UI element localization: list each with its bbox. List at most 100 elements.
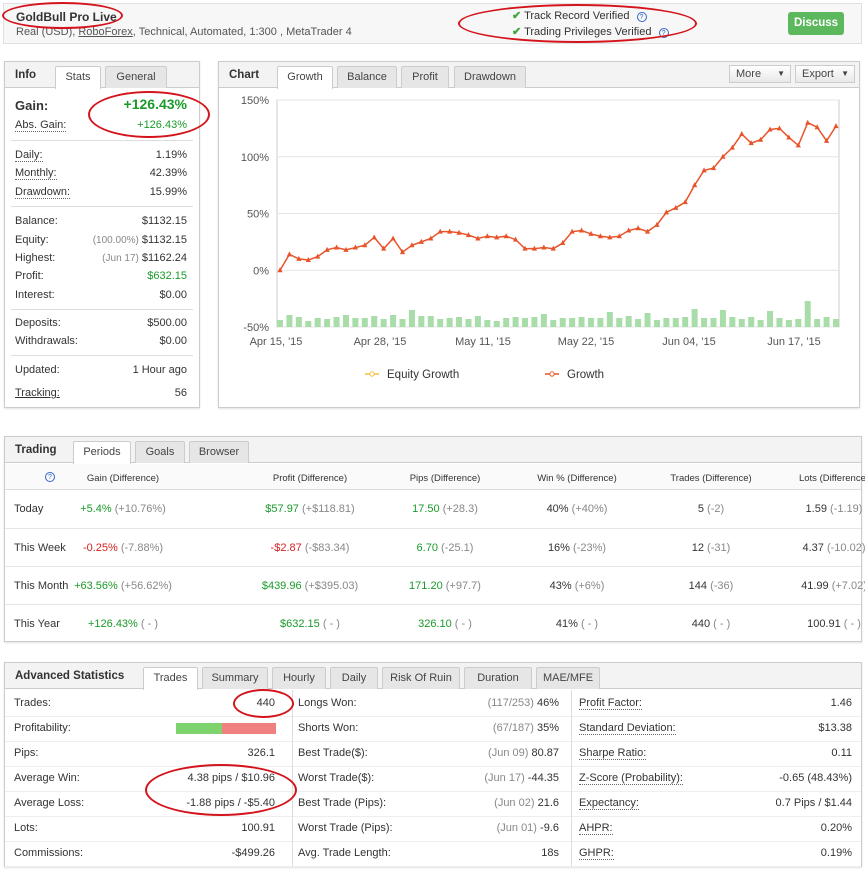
tab-drawdown[interactable]: Drawdown <box>454 66 526 88</box>
growth-point[interactable] <box>588 230 594 236</box>
abs-gain-label[interactable]: Abs. Gain: <box>15 119 67 132</box>
stat-label[interactable]: GHPR: <box>579 847 614 860</box>
growth-point[interactable] <box>484 233 490 239</box>
growth-point[interactable] <box>758 136 764 142</box>
legend-label[interactable]: Equity Growth <box>387 369 459 381</box>
growth-point[interactable] <box>710 165 717 171</box>
stat-label[interactable]: Profit Factor: <box>579 697 642 710</box>
growth-point[interactable] <box>720 153 726 159</box>
tab-profit[interactable]: Profit <box>401 66 449 88</box>
tab-duration[interactable]: Duration <box>464 667 532 689</box>
growth-point[interactable] <box>607 234 613 240</box>
column-header[interactable]: Trades (Difference) <box>670 473 752 484</box>
growth-point[interactable] <box>418 238 424 244</box>
growth-point[interactable] <box>823 137 830 143</box>
stat-label[interactable]: Expectancy: <box>579 797 639 810</box>
growth-point[interactable] <box>814 124 820 130</box>
growth-point[interactable] <box>682 199 688 205</box>
column-header[interactable]: Gain (Difference) <box>86 473 160 484</box>
growth-point[interactable] <box>371 234 377 240</box>
stat-label[interactable]: Standard Deviation: <box>579 722 676 735</box>
growth-point[interactable] <box>390 235 396 241</box>
tab-periods[interactable]: Periods <box>73 441 131 464</box>
tab-general[interactable]: General <box>105 66 167 88</box>
growth-point[interactable] <box>748 140 754 146</box>
tab-goals[interactable]: Goals <box>135 441 185 463</box>
growth-point[interactable] <box>616 233 622 239</box>
daily-label[interactable]: Daily: <box>15 149 43 162</box>
tab-risk-of-ruin[interactable]: Risk Of Ruin <box>382 667 460 689</box>
growth-point[interactable] <box>635 225 641 231</box>
export-dropdown[interactable]: Export ▼ <box>795 65 855 83</box>
growth-point[interactable] <box>296 255 302 261</box>
growth-point[interactable] <box>465 232 472 238</box>
growth-point[interactable] <box>343 246 349 252</box>
growth-point[interactable] <box>494 234 500 240</box>
growth-point[interactable] <box>352 244 358 250</box>
growth-point[interactable] <box>437 228 443 234</box>
growth-point[interactable] <box>381 245 387 251</box>
growth-point[interactable] <box>692 182 698 188</box>
tab-trades[interactable]: Trades <box>143 667 198 690</box>
column-header[interactable]: Pips (Difference) <box>409 473 481 484</box>
growth-point[interactable] <box>786 134 792 140</box>
growth-point[interactable] <box>475 235 481 241</box>
growth-point[interactable] <box>362 242 368 248</box>
tab-summary[interactable]: Summary <box>202 667 268 689</box>
column-header[interactable]: Win % (Difference) <box>537 473 617 484</box>
tab-browser[interactable]: Browser <box>189 441 249 463</box>
growth-point[interactable] <box>701 167 707 173</box>
column-header[interactable]: Profit (Difference) <box>272 473 348 484</box>
tab-hourly[interactable]: Hourly <box>272 667 326 689</box>
growth-point[interactable] <box>531 245 538 251</box>
monthly-label[interactable]: Monthly: <box>15 167 57 180</box>
growth-point[interactable] <box>739 131 745 137</box>
growth-point[interactable] <box>569 228 575 234</box>
growth-point[interactable] <box>663 209 669 215</box>
growth-point[interactable] <box>324 246 330 252</box>
growth-point[interactable] <box>428 235 434 241</box>
growth-point[interactable] <box>447 228 453 234</box>
growth-point[interactable] <box>626 227 632 233</box>
growth-point[interactable] <box>795 142 801 148</box>
growth-point[interactable] <box>805 119 811 125</box>
help-icon[interactable]: ? <box>45 472 55 482</box>
growth-point[interactable] <box>729 144 735 150</box>
growth-point[interactable] <box>286 251 293 257</box>
discuss-button[interactable]: Discuss <box>788 12 844 35</box>
growth-point[interactable] <box>305 257 311 263</box>
stat-label[interactable]: Sharpe Ratio: <box>579 747 647 760</box>
tracking-link[interactable]: Tracking: <box>15 387 60 399</box>
growth-point[interactable] <box>333 244 340 250</box>
tab-mae-mfe[interactable]: MAE/MFE <box>536 667 600 689</box>
legend-label[interactable]: Growth <box>567 369 604 381</box>
tab-balance[interactable]: Balance <box>337 66 397 88</box>
broker-link[interactable]: RoboForex <box>78 26 133 38</box>
growth-point[interactable] <box>512 236 519 242</box>
growth-point[interactable] <box>277 267 283 273</box>
growth-point[interactable] <box>315 253 321 259</box>
growth-point[interactable] <box>560 240 566 246</box>
growth-point[interactable] <box>541 244 547 250</box>
tab-growth[interactable]: Growth <box>277 66 333 89</box>
growth-point[interactable] <box>550 245 556 251</box>
growth-point[interactable] <box>833 123 839 129</box>
growth-point[interactable] <box>522 245 528 251</box>
tab-daily[interactable]: Daily <box>330 667 378 689</box>
growth-point[interactable] <box>767 126 773 132</box>
growth-point[interactable] <box>503 233 509 239</box>
growth-point[interactable] <box>456 229 462 235</box>
growth-point[interactable] <box>776 125 783 131</box>
tab-stats[interactable]: Stats <box>55 66 101 89</box>
growth-point[interactable] <box>673 204 679 210</box>
more-dropdown[interactable]: More ▼ <box>729 65 791 83</box>
growth-chart[interactable]: 150% 100% 50% 0% -50% Apr 15, '15 Apr 28, '15… <box>219 89 859 407</box>
growth-point[interactable] <box>409 242 415 248</box>
drawdown-label[interactable]: Drawdown: <box>15 186 71 199</box>
growth-point[interactable] <box>654 221 660 227</box>
growth-point[interactable] <box>644 228 651 234</box>
growth-point[interactable] <box>399 249 406 255</box>
stat-label[interactable]: Z-Score (Probability): <box>579 772 683 785</box>
growth-point[interactable] <box>597 233 604 239</box>
stat-label[interactable]: AHPR: <box>579 822 613 835</box>
